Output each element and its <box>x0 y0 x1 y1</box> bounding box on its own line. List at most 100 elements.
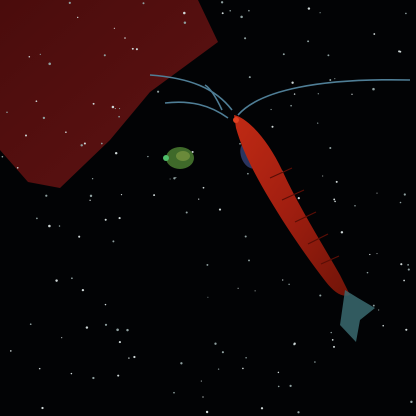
particle <box>334 200 336 203</box>
particle <box>317 122 319 124</box>
particle <box>407 264 409 266</box>
particle <box>35 100 38 103</box>
particle <box>400 263 403 266</box>
particle <box>322 175 324 177</box>
particle <box>330 331 332 334</box>
particle <box>112 240 115 243</box>
particle <box>81 288 85 292</box>
particle <box>221 351 224 354</box>
particle <box>331 339 334 341</box>
particle <box>398 50 401 53</box>
particle <box>55 279 58 282</box>
particle <box>118 341 121 344</box>
particle <box>289 384 292 388</box>
particle <box>319 294 322 297</box>
particle <box>38 367 41 370</box>
antenna <box>237 78 411 116</box>
particle <box>92 102 95 105</box>
particle <box>319 12 321 14</box>
particle <box>41 406 44 410</box>
particle <box>372 304 375 307</box>
particle <box>103 54 106 57</box>
particle <box>200 380 202 382</box>
particle <box>153 194 156 197</box>
particle <box>133 355 136 359</box>
particle <box>277 371 280 374</box>
particle <box>183 11 186 15</box>
segments <box>269 167 340 265</box>
particle <box>376 192 378 194</box>
particle <box>410 400 413 404</box>
shrimp-tail <box>340 290 375 342</box>
particle <box>116 328 119 332</box>
particle <box>202 396 204 398</box>
particle <box>220 1 224 4</box>
particle <box>260 407 264 410</box>
particle <box>399 201 402 204</box>
particle <box>340 231 344 234</box>
particle <box>180 362 183 365</box>
particle <box>175 177 177 179</box>
particle <box>45 194 48 197</box>
particle <box>254 290 256 292</box>
particle <box>124 37 126 39</box>
particle <box>271 125 274 128</box>
particle <box>207 296 209 298</box>
particle <box>39 53 41 56</box>
particle <box>317 93 319 95</box>
antennae <box>149 74 411 119</box>
particle <box>314 361 316 363</box>
particle <box>48 62 51 66</box>
particle <box>329 146 332 150</box>
particle <box>16 166 19 169</box>
particle <box>119 108 121 110</box>
particle <box>373 33 376 35</box>
particle <box>6 111 8 113</box>
particle <box>28 55 31 58</box>
particle <box>77 16 79 19</box>
segment-line <box>269 167 293 179</box>
particle <box>142 2 145 5</box>
particle <box>128 357 130 359</box>
particle <box>89 199 91 201</box>
antenna <box>204 84 223 111</box>
particle <box>131 47 134 50</box>
particle <box>198 198 200 200</box>
particle <box>277 385 280 388</box>
particle <box>80 144 83 147</box>
particle <box>218 208 222 211</box>
particle <box>329 79 332 81</box>
antenna <box>149 74 233 111</box>
particle <box>36 217 38 220</box>
particle <box>282 279 284 281</box>
particle <box>372 87 375 91</box>
particle <box>244 235 247 238</box>
particle <box>111 105 115 109</box>
particle <box>403 193 406 196</box>
particle <box>290 104 292 107</box>
particle <box>65 131 67 133</box>
particle <box>117 374 120 377</box>
particle <box>332 345 336 348</box>
particle <box>366 271 369 274</box>
particle <box>378 309 380 311</box>
particle <box>382 324 384 327</box>
particle <box>240 15 243 19</box>
particle <box>335 180 338 183</box>
particle <box>173 391 175 394</box>
particle <box>185 211 188 214</box>
particle <box>147 155 149 158</box>
small-creature <box>163 147 194 169</box>
particle <box>282 53 285 56</box>
particle <box>92 376 95 380</box>
particle <box>118 115 120 118</box>
particle <box>104 323 108 326</box>
particle <box>126 328 129 332</box>
segment-line <box>320 255 340 265</box>
particle <box>297 411 300 414</box>
particle <box>248 76 251 79</box>
particle <box>78 235 81 238</box>
